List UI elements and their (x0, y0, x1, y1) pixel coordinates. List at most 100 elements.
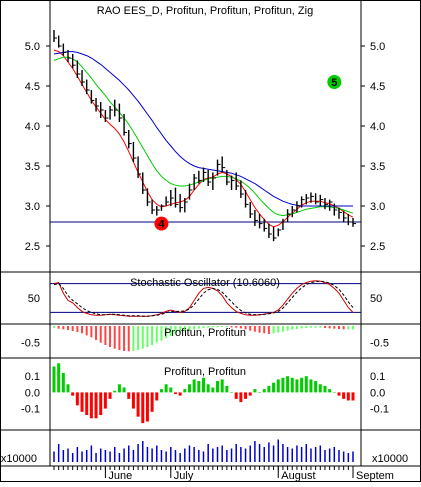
price-ytick-label-left: 2.5 (25, 241, 40, 253)
oscillator-bar (290, 377, 294, 393)
oscillator-bar (173, 392, 177, 394)
stoch-ytick-label-right: 50 (370, 293, 382, 305)
oscillator-bar (145, 392, 149, 422)
oscillator-bar (52, 366, 56, 393)
oscillator-bar (61, 372, 65, 393)
oscillator-bar (150, 392, 154, 412)
oscillator-bar (342, 392, 346, 399)
price-bar (216, 159, 221, 176)
price-bar (128, 130, 132, 149)
oscillator-bar (225, 385, 229, 393)
x-tick-label: June (108, 470, 132, 482)
oscillator-bar (262, 389, 266, 393)
oscillator-bar (244, 392, 248, 399)
price-bar (114, 99, 118, 117)
price-bar (268, 223, 272, 238)
price-bar (71, 54, 76, 69)
volume-scale-label-left: x10000 (1, 453, 37, 465)
price-bar (193, 174, 198, 190)
price-ytick-label-right: 2.5 (370, 241, 385, 253)
price-bar (258, 214, 263, 229)
oscillator-bar (230, 392, 234, 393)
price-bar (151, 199, 156, 214)
price-bar (86, 79, 90, 94)
price-bar (319, 194, 324, 206)
oscillator-bar (346, 392, 350, 401)
wave-marker-label-4: 4 (158, 219, 165, 231)
oscillator-bar (155, 392, 159, 401)
oscillator-bar (239, 392, 243, 403)
oscillator-bar (131, 392, 135, 409)
price-bar (174, 187, 179, 208)
price-bar (100, 102, 104, 118)
oscillator-bar (258, 392, 262, 393)
price-bar (137, 156, 142, 178)
price-bar (342, 210, 347, 222)
oscillator-bar (211, 387, 215, 393)
price-bar (132, 142, 137, 162)
price-ytick-label-right: 4.0 (370, 121, 385, 133)
price-bar (156, 206, 160, 216)
hist-ytick-label-left: -0.5 (21, 338, 40, 350)
oscillator-bar (71, 392, 75, 396)
oscillator-bar (202, 377, 205, 393)
oscillator-bar (281, 377, 285, 393)
price-bar (221, 156, 226, 173)
price-bar (272, 226, 277, 242)
oscillator-bar (57, 363, 61, 393)
price-bar (165, 196, 170, 206)
price-ytick-label-left: 4.0 (25, 121, 40, 133)
price-bar (300, 196, 305, 208)
oscillator-bar (314, 381, 318, 393)
oscillator-bar (220, 379, 224, 393)
oscillator-bar (127, 392, 131, 399)
price-bar (109, 106, 114, 120)
price-ytick-label-right: 5.0 (370, 41, 385, 53)
price-bar (62, 43, 67, 56)
price-bar (305, 194, 310, 205)
wave-marker-label-5: 5 (331, 77, 337, 89)
price-bar (57, 35, 62, 48)
oscillator-bar (85, 392, 89, 416)
hist-ytick-label-right: -0.5 (370, 338, 389, 350)
price-bar (277, 228, 282, 237)
oscillator-bar (267, 385, 271, 393)
price-bar (333, 203, 338, 216)
moving-average-line-0 (53, 49, 354, 228)
price-bar (104, 110, 109, 122)
oscillator-bar (75, 392, 79, 406)
osc-ytick-label-right: 0.0 (370, 387, 385, 399)
oscillator-bar (122, 387, 126, 393)
oscillator-bar (309, 379, 313, 393)
oscillator-bar (323, 385, 327, 393)
osc-title: Profitun, Profitun (164, 366, 246, 378)
price-bar (76, 60, 81, 78)
price-bar (226, 170, 230, 186)
price-bar (212, 172, 216, 190)
stoch-ytick-label-left: 50 (28, 293, 40, 305)
oscillator-bar (300, 377, 304, 393)
stoch-line-1 (53, 280, 354, 317)
price-bar (179, 194, 184, 213)
price-bar (240, 180, 244, 198)
oscillator-bar (178, 392, 182, 396)
price-bar (184, 198, 188, 213)
oscillator-bar (187, 384, 191, 393)
price-ytick-label-left: 3.0 (25, 201, 40, 213)
oscillator-bar (159, 389, 163, 393)
price-bar (207, 170, 212, 186)
oscillator-bar (272, 382, 276, 393)
price-bar (230, 175, 235, 190)
price-bar (254, 210, 258, 226)
oscillator-bar (108, 392, 112, 399)
price-bar (160, 204, 165, 211)
x-tick-label: July (174, 470, 194, 482)
oscillator-bar (351, 392, 355, 401)
oscillator-bar (192, 379, 196, 393)
price-bar (263, 218, 268, 232)
x-tick-label: August (281, 470, 315, 482)
price-ytick-label-right: 4.5 (370, 81, 385, 93)
price-bar (249, 202, 254, 218)
hist-title: Profitun, Profitun (164, 327, 246, 339)
